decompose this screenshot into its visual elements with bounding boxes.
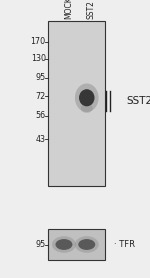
Text: 95: 95 bbox=[36, 73, 46, 82]
Text: SST2: SST2 bbox=[126, 96, 150, 106]
Ellipse shape bbox=[75, 236, 99, 253]
Text: 43: 43 bbox=[36, 135, 46, 144]
Ellipse shape bbox=[79, 89, 94, 106]
Text: MOCK: MOCK bbox=[64, 0, 73, 19]
Ellipse shape bbox=[81, 103, 93, 113]
Text: 130: 130 bbox=[31, 54, 46, 63]
Ellipse shape bbox=[56, 239, 72, 250]
Ellipse shape bbox=[75, 83, 99, 112]
Text: 56: 56 bbox=[36, 111, 46, 120]
Bar bbox=[48, 21, 105, 186]
Text: 170: 170 bbox=[31, 37, 46, 46]
Text: 95: 95 bbox=[36, 240, 46, 249]
Text: · TFR: · TFR bbox=[114, 240, 135, 249]
Ellipse shape bbox=[78, 239, 95, 250]
Text: 72: 72 bbox=[36, 92, 46, 101]
Bar bbox=[48, 229, 105, 260]
Ellipse shape bbox=[52, 236, 76, 253]
Text: SST2: SST2 bbox=[87, 1, 96, 19]
